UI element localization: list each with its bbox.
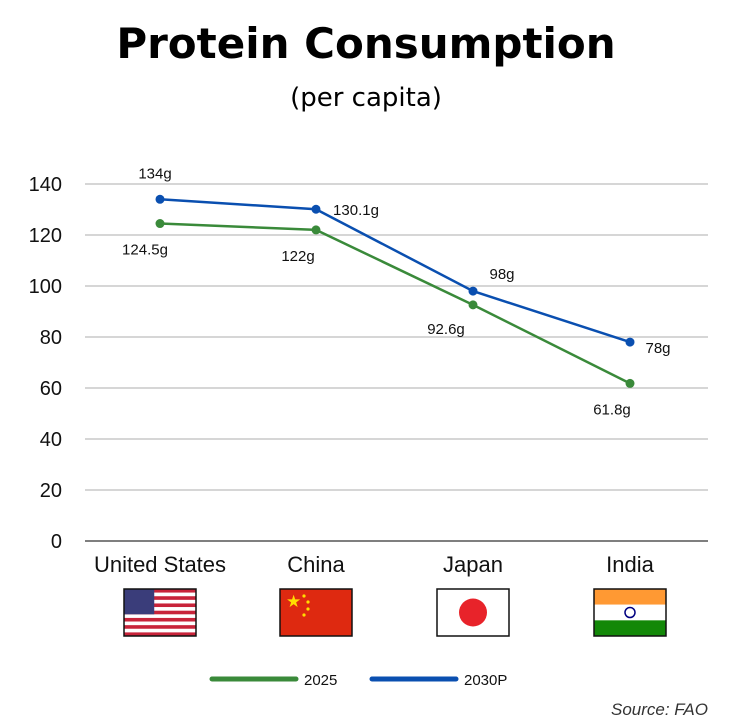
x-tick-label: United States: [94, 552, 226, 577]
data-point: [468, 286, 478, 296]
japan-flag-icon: [436, 588, 510, 637]
data-point: [625, 337, 635, 347]
data-point: [625, 378, 635, 388]
us-flag-icon: [123, 588, 197, 637]
series-line-2025: [159, 222, 631, 385]
y-tick-label: 120: [29, 225, 62, 247]
legend-label: 2030P: [464, 672, 507, 689]
data-label: 122g: [281, 248, 314, 265]
y-tick-label: 140: [29, 174, 62, 196]
y-tick-label: 80: [40, 327, 62, 349]
data-point: [311, 225, 321, 235]
chart-subtitle: (per capita): [290, 83, 442, 113]
source-note: Source: FAO: [611, 700, 708, 719]
data-label: 124.5g: [122, 242, 168, 259]
data-point: [155, 194, 165, 204]
china-flag-icon: ★: [279, 588, 353, 637]
data-point: [155, 219, 165, 229]
data-label: 98g: [489, 266, 514, 283]
y-tick-label: 100: [29, 276, 62, 298]
data-label: 92.6g: [427, 321, 465, 338]
india-flag-icon: [593, 588, 667, 637]
y-tick-label: 40: [40, 429, 62, 451]
data-label: 130.1g: [333, 202, 379, 219]
data-label: 61.8g: [593, 401, 631, 418]
data-point: [311, 204, 321, 214]
data-label: 134g: [138, 165, 171, 182]
x-tick-label: Japan: [443, 552, 503, 577]
y-tick-label: 60: [40, 378, 62, 400]
x-tick-label: India: [606, 552, 654, 577]
data-label: 78g: [645, 340, 670, 357]
series-line-2030P: [159, 198, 631, 344]
svg-text:★: ★: [286, 592, 301, 611]
y-tick-label: 20: [40, 480, 62, 502]
legend-label: 2025: [304, 672, 337, 689]
x-tick-label: China: [287, 552, 345, 577]
y-tick-label: 0: [51, 531, 62, 553]
data-point: [468, 300, 478, 310]
chart-title: Protein Consumption: [116, 19, 615, 68]
